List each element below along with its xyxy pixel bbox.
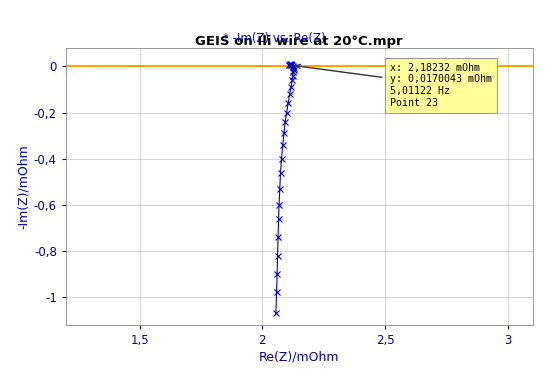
Y-axis label: -Im(Z)/mOhm: -Im(Z)/mOhm: [16, 144, 30, 229]
X-axis label: Re(Z)/mOhm: Re(Z)/mOhm: [259, 351, 339, 364]
Title: GEIS on Ili wire at 20°C.mpr: GEIS on Ili wire at 20°C.mpr: [195, 35, 403, 48]
Text: * -Im(Z) vs. Re(Z): * -Im(Z) vs. Re(Z): [223, 32, 326, 45]
Text: x: 2,18232 mOhm
y: 0,0170043 mOhm
5,01122 Hz
Point 23: x: 2,18232 mOhm y: 0,0170043 mOhm 5,0112…: [296, 63, 492, 108]
